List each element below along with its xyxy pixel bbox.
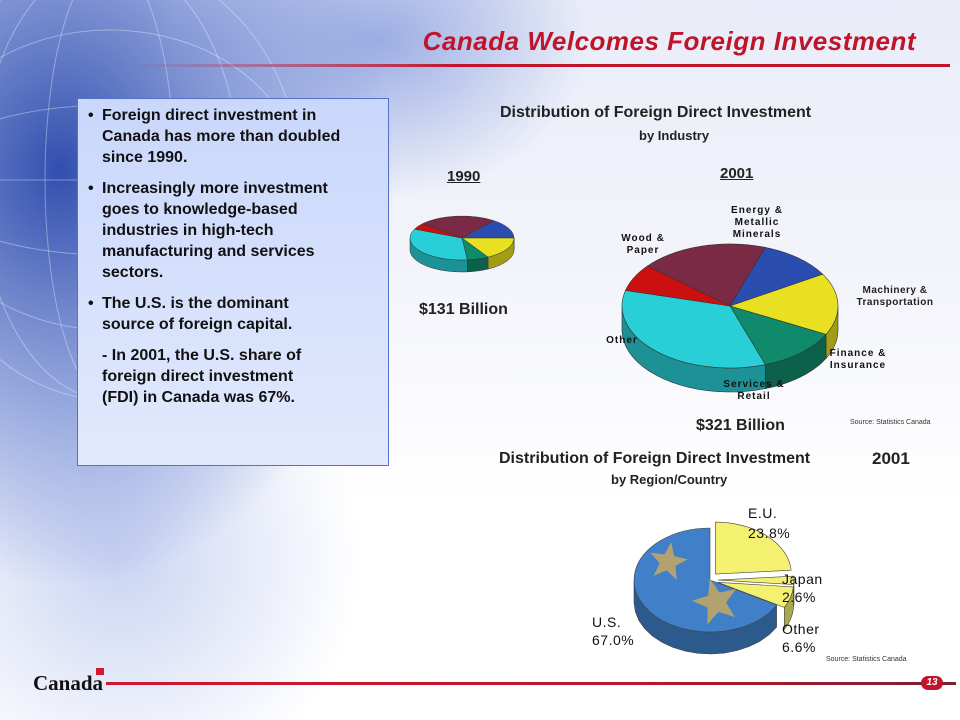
pie-slice-1 [717,575,795,585]
bullet-line: manufacturing and services [102,243,315,260]
label-us: U.S. 67.0% [592,614,635,648]
pie-slice-2 [729,273,839,335]
star-icon [650,542,688,580]
bullet-line: since 1990. [102,149,188,166]
label-services: Services & Retail [723,379,785,402]
total-2001: $321 Billion [696,417,785,434]
pie-slice-5 [625,265,731,307]
label-wood-paper: Wood & Paper [621,233,665,256]
pie-slice-4 [621,290,766,369]
region-chart-title: Distribution of Foreign Direct Investmen… [499,450,811,467]
pie-slice-0 [715,521,792,575]
region-chart-subtitle: by Region/Country [611,472,728,487]
bullet-box: • Foreign direct investment in Canada has … [77,98,389,466]
bullet-item: • Foreign direct investment in Canada has … [88,105,380,168]
pie-slice-1 [729,247,824,307]
bullet-dot-icon: • [88,180,94,197]
bullet-line: source of foreign capital. [102,316,293,333]
sub-bullet: - In 2001, the U.S. share of foreign dire… [88,345,380,408]
bullet-line: Canada has more than doubled [102,128,341,145]
label-japan: Japan 2.6% [782,571,823,605]
bullet-line: The U.S. is the dominant [102,295,289,312]
bullet-line: sectors. [102,264,164,281]
flag-icon [96,668,104,675]
pie-slice-4 [409,228,468,261]
pie-chart-2001 [621,243,839,393]
bullet-line: industries in high-tech [102,222,274,239]
bullet-dot-icon: • [88,107,94,124]
star-icon [692,578,737,625]
pie-chart-region [633,521,795,655]
sub-bullet-line: foreign direct investment [102,368,294,385]
sub-bullet-line: (FDI) in Canada was 67%. [102,389,295,406]
footer-rule [106,682,956,685]
label-energy: Energy & Metallic Minerals [731,205,783,240]
label-other-industry: Other [606,335,638,346]
industry-source: Source: Statistics Canada [850,419,931,426]
pie-slice-5 [413,223,463,239]
page-number: 13 [921,676,943,690]
bullet-line: Foreign direct investment in [102,107,317,124]
label-finance: Finance & Insurance [829,348,887,371]
pie-slice-2 [717,582,794,608]
pie-slice-3 [729,305,827,365]
label-machinery: Machinery & Transportation [856,285,934,308]
label-other-region: Other 6.6% [782,621,820,655]
pie-chart-1990 [409,215,515,273]
bullet-item: • The U.S. is the dominant source of forei… [88,293,380,335]
slide-title: Canada Welcomes Foreign Investment [422,26,916,56]
year-1990-label: 1990 [447,168,481,185]
title-rule [130,64,950,67]
total-1990: $131 Billion [419,301,508,318]
region-chart-year: 2001 [872,449,910,468]
region-source: Source: Statistics Canada [826,656,907,663]
industry-chart-subtitle: by Industry [639,128,710,143]
bullet-dot-icon: • [88,295,94,312]
pie-slice-2 [461,237,515,258]
year-2001-label: 2001 [720,165,754,182]
bullet-line: Increasingly more investment [102,180,328,197]
pie-slice-0 [646,243,766,307]
bullet-line: goes to knowledge-based [102,201,298,218]
pie-slice-0 [421,215,495,239]
industry-chart-title: Distribution of Foreign Direct Investmen… [500,104,812,121]
bullet-item: • Increasingly more investment goes to kno… [88,178,380,283]
label-eu: E.U. 23.8% [748,505,791,541]
sub-bullet-line: - In 2001, the U.S. share of [102,347,302,364]
canada-wordmark: Canada [33,671,104,695]
